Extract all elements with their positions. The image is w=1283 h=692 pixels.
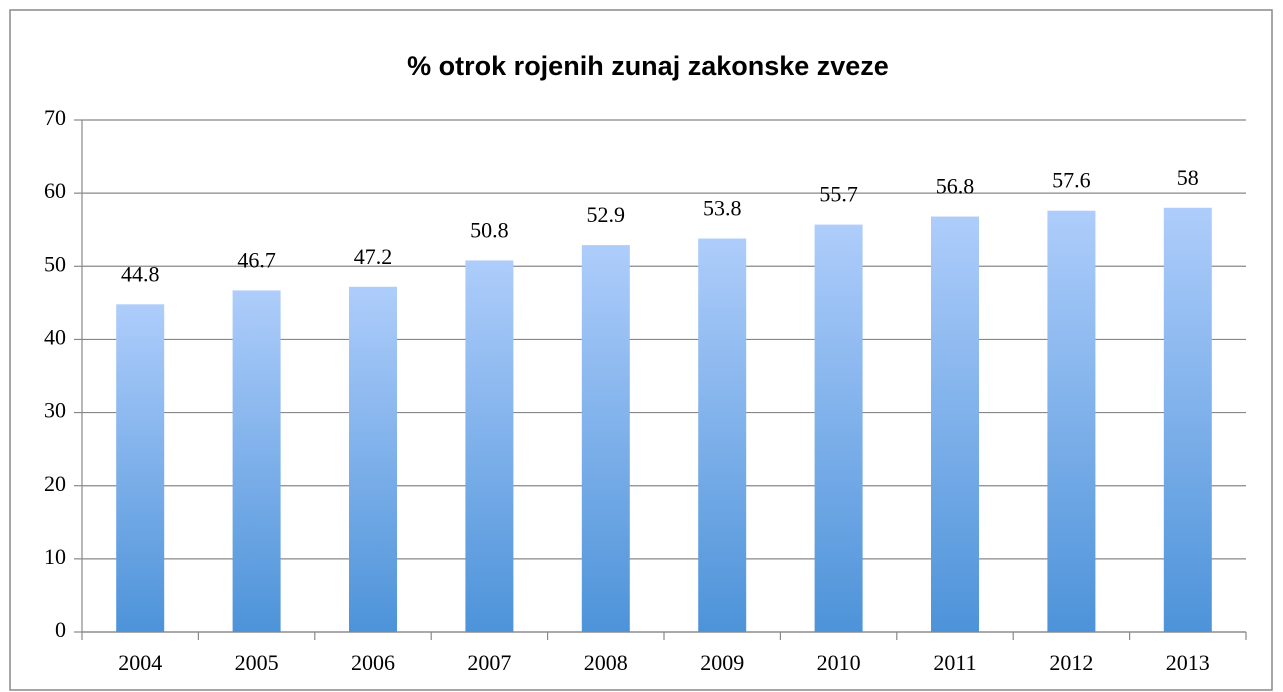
bar bbox=[1047, 210, 1096, 632]
x-tick-label: 2007 bbox=[467, 650, 511, 675]
x-tick-label: 2010 bbox=[817, 650, 861, 675]
bar bbox=[698, 238, 747, 632]
bar bbox=[581, 245, 630, 632]
y-tick-label: 10 bbox=[44, 544, 66, 569]
bar bbox=[116, 304, 165, 632]
y-tick-label: 30 bbox=[44, 398, 66, 423]
x-tick-label: 2005 bbox=[235, 650, 279, 675]
bar bbox=[465, 260, 514, 632]
y-tick-label: 70 bbox=[44, 105, 66, 130]
y-tick-label: 60 bbox=[44, 178, 66, 203]
y-tick-label: 40 bbox=[44, 324, 66, 349]
x-tick-label: 2012 bbox=[1049, 650, 1093, 675]
data-label: 52.9 bbox=[587, 202, 626, 227]
data-label: 57.6 bbox=[1052, 168, 1091, 193]
y-tick-label: 50 bbox=[44, 251, 66, 276]
x-tick-label: 2011 bbox=[933, 650, 976, 675]
bar bbox=[349, 286, 397, 632]
data-label: 56.8 bbox=[936, 174, 975, 199]
data-label: 46.7 bbox=[237, 247, 276, 272]
data-label: 58 bbox=[1177, 165, 1199, 190]
bar bbox=[1163, 207, 1212, 632]
x-tick-label: 2006 bbox=[351, 650, 395, 675]
bar bbox=[232, 290, 281, 632]
x-tick-label: 2004 bbox=[118, 650, 162, 675]
x-tick-label: 2009 bbox=[700, 650, 744, 675]
data-label: 50.8 bbox=[470, 217, 509, 242]
y-tick-label: 20 bbox=[44, 471, 66, 496]
data-label: 53.8 bbox=[703, 196, 742, 221]
data-label: 47.2 bbox=[354, 244, 393, 269]
y-tick-label: 0 bbox=[55, 617, 66, 642]
bar bbox=[931, 216, 979, 632]
data-label: 44.8 bbox=[121, 261, 160, 286]
data-label: 55.7 bbox=[819, 182, 858, 207]
bar bbox=[814, 224, 863, 632]
x-tick-label: 2013 bbox=[1166, 650, 1210, 675]
x-tick-label: 2008 bbox=[584, 650, 628, 675]
chart-title: % otrok rojenih zunaj zakonske zveze bbox=[407, 51, 889, 81]
